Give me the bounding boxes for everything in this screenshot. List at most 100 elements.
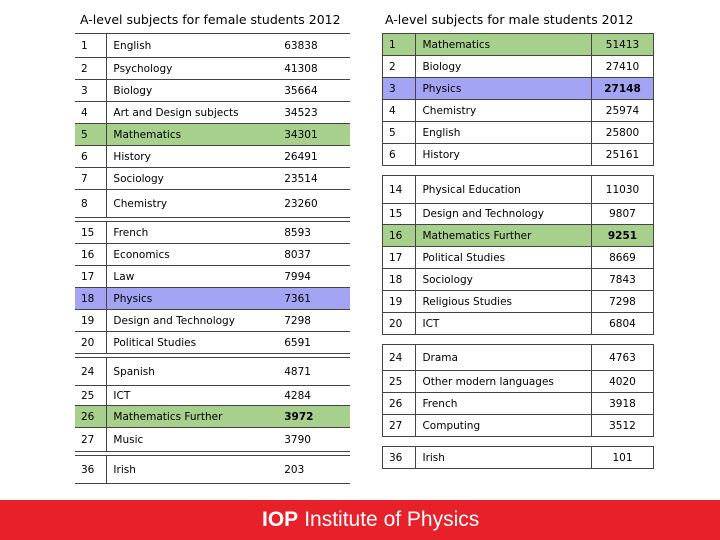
value-cell: 11030 bbox=[591, 175, 655, 204]
value-cell: 4763 bbox=[591, 344, 655, 371]
subject-cell: Design and Technology bbox=[415, 203, 592, 225]
subject-cell: Religious Studies bbox=[415, 290, 592, 313]
rank-cell: 27 bbox=[381, 414, 417, 437]
rank-cell: 7 bbox=[75, 167, 108, 190]
male-table-title: A-level subjects for male students 2012 bbox=[385, 12, 634, 27]
value-cell: 9251 bbox=[591, 224, 655, 247]
table-row: 17 Law 7994 bbox=[75, 265, 350, 288]
value-cell: 63838 bbox=[278, 33, 350, 58]
rank-cell: 1 bbox=[381, 33, 417, 56]
subject-cell: Art and Design subjects bbox=[106, 101, 279, 124]
value-cell: 25974 bbox=[591, 99, 655, 122]
table-row: 6 History 25161 bbox=[381, 143, 655, 166]
rank-cell: 26 bbox=[381, 392, 417, 415]
table-row-highlighted: 1 Mathematics 51413 bbox=[381, 33, 655, 56]
table-row: 20 ICT 6804 bbox=[381, 312, 655, 335]
rank-cell: 20 bbox=[381, 312, 417, 335]
subject-cell: French bbox=[415, 392, 592, 415]
subject-cell: Mathematics bbox=[415, 33, 592, 56]
subject-cell: Economics bbox=[106, 243, 279, 266]
value-cell: 9807 bbox=[591, 203, 655, 225]
subject-cell: Political Studies bbox=[415, 246, 592, 269]
subject-cell: History bbox=[106, 145, 279, 168]
rank-cell: 20 bbox=[75, 331, 108, 354]
value-cell: 27410 bbox=[591, 55, 655, 78]
value-cell: 34523 bbox=[278, 101, 350, 124]
value-cell: 7994 bbox=[278, 265, 350, 288]
value-cell: 7843 bbox=[591, 268, 655, 291]
table-row-highlighted: 3 Physics 27148 bbox=[381, 77, 655, 100]
table-row: 1 English 63838 bbox=[75, 33, 350, 58]
rank-cell: 8 bbox=[75, 189, 108, 218]
table-row: 17 Political Studies 8669 bbox=[381, 246, 655, 269]
subject-cell: Mathematics Further bbox=[106, 405, 279, 428]
value-cell: 34301 bbox=[278, 123, 350, 146]
table-row: 15 Design and Technology 9807 bbox=[381, 203, 655, 225]
value-cell: 4284 bbox=[278, 385, 350, 406]
value-cell: 7298 bbox=[278, 309, 350, 332]
table-row: 20 Political Studies 6591 bbox=[75, 331, 350, 354]
rank-cell: 24 bbox=[75, 357, 108, 386]
subject-cell: English bbox=[106, 33, 279, 58]
table-row-highlighted: 5 Mathematics 34301 bbox=[75, 123, 350, 146]
table-row: 36 Irish 101 bbox=[381, 446, 655, 469]
rank-cell: 15 bbox=[381, 203, 417, 225]
subject-cell: ICT bbox=[415, 312, 592, 335]
table-row: 3 Biology 35664 bbox=[75, 79, 350, 102]
subject-cell: Biology bbox=[415, 55, 592, 78]
rank-cell: 24 bbox=[381, 344, 417, 371]
rank-cell: 25 bbox=[381, 370, 417, 393]
value-cell: 25800 bbox=[591, 121, 655, 144]
rank-cell: 15 bbox=[75, 221, 108, 244]
table-row: 36 Irish 203 bbox=[75, 455, 350, 484]
rank-cell: 5 bbox=[75, 123, 108, 146]
rank-cell: 6 bbox=[381, 143, 417, 166]
value-cell: 6804 bbox=[591, 312, 655, 335]
value-cell: 7298 bbox=[591, 290, 655, 313]
rank-cell: 18 bbox=[75, 287, 108, 310]
subject-cell: Sociology bbox=[106, 167, 279, 190]
rank-cell: 4 bbox=[381, 99, 417, 122]
rank-cell: 3 bbox=[381, 77, 417, 100]
subject-cell: Design and Technology bbox=[106, 309, 279, 332]
table-row: 19 Religious Studies 7298 bbox=[381, 290, 655, 313]
subject-cell: Music bbox=[106, 427, 279, 452]
subject-cell: Spanish bbox=[106, 357, 279, 386]
value-cell: 203 bbox=[278, 455, 350, 484]
rank-cell: 1 bbox=[75, 33, 108, 58]
value-cell: 8037 bbox=[278, 243, 350, 266]
table-gap bbox=[382, 436, 654, 447]
male-subjects-table: 1 Mathematics 51413 2 Biology 27410 3 Physics… bbox=[381, 33, 655, 469]
rank-cell: 27 bbox=[75, 427, 108, 452]
value-cell: 6591 bbox=[278, 331, 350, 354]
subject-cell: Political Studies bbox=[106, 331, 279, 354]
value-cell: 7361 bbox=[278, 287, 350, 310]
subject-cell: Biology bbox=[106, 79, 279, 102]
subject-cell: Mathematics bbox=[106, 123, 279, 146]
rank-cell: 4 bbox=[75, 101, 108, 124]
subject-cell: Mathematics Further bbox=[415, 224, 592, 247]
subject-cell: History bbox=[415, 143, 592, 166]
table-row: 14 Physical Education 11030 bbox=[381, 175, 655, 204]
table-row: 18 Sociology 7843 bbox=[381, 268, 655, 291]
female-subjects-table: 1 English 63838 2 Psychology 41308 3 Biology 3… bbox=[75, 33, 350, 484]
value-cell: 3918 bbox=[591, 392, 655, 415]
value-cell: 25161 bbox=[591, 143, 655, 166]
value-cell: 3790 bbox=[278, 427, 350, 452]
footer-bar: IOP Institute of Physics bbox=[0, 500, 720, 540]
table-row: 5 English 25800 bbox=[381, 121, 655, 144]
table-gap bbox=[382, 165, 654, 176]
table-row: 8 Chemistry 23260 bbox=[75, 189, 350, 218]
subject-cell: English bbox=[415, 121, 592, 144]
value-cell: 23514 bbox=[278, 167, 350, 190]
value-cell: 3512 bbox=[591, 414, 655, 437]
female-table-title: A-level subjects for female students 201… bbox=[80, 12, 341, 27]
subject-cell: Chemistry bbox=[415, 99, 592, 122]
subject-cell: ICT bbox=[106, 385, 279, 406]
table-row: 2 Psychology 41308 bbox=[75, 57, 350, 80]
value-cell: 41308 bbox=[278, 57, 350, 80]
table-row: 24 Drama 4763 bbox=[381, 344, 655, 371]
subject-cell: Irish bbox=[106, 455, 279, 484]
value-cell: 101 bbox=[591, 446, 655, 469]
table-row: 15 French 8593 bbox=[75, 221, 350, 244]
